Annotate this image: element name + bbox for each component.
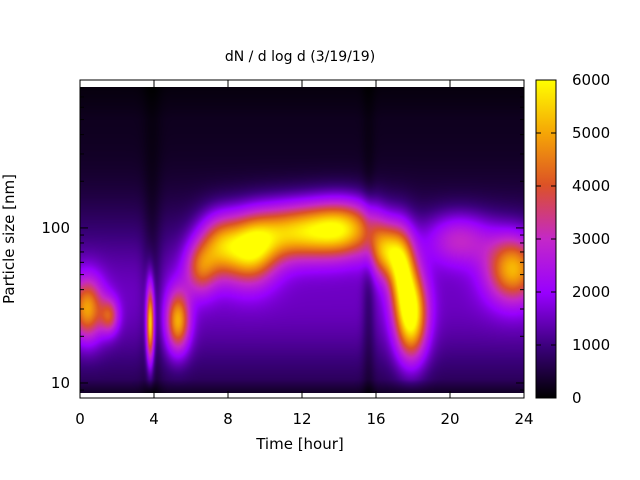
x-tick-label: 4 — [149, 410, 159, 428]
y-tick-label: 100 — [41, 219, 70, 237]
y-axis-ticks: 10 100 — [41, 79, 524, 399]
colorbar-ticks: 0 1000 2000 3000 4000 5000 6000 — [536, 71, 610, 407]
x-axis-label: Time [hour] — [255, 435, 344, 453]
colorbar-tick-label: 2000 — [572, 283, 610, 301]
colorbar-tick-label: 3000 — [572, 230, 610, 248]
colorbar-tick-label: 5000 — [572, 124, 610, 142]
chart-title: dN / d log d (3/19/19) — [225, 49, 375, 65]
x-tick-label: 20 — [440, 410, 459, 428]
colorbar-tick-label: 6000 — [572, 71, 610, 89]
x-tick-label: 12 — [292, 410, 311, 428]
colorbar-tick-label: 0 — [572, 389, 582, 407]
heatmap-canvas — [80, 87, 524, 393]
colorbar-tick-label: 1000 — [572, 336, 610, 354]
x-tick-label: 16 — [366, 410, 385, 428]
colorbar-tick-label: 4000 — [572, 177, 610, 195]
x-tick-label: 8 — [223, 410, 233, 428]
y-axis-label: Particle size [nm] — [0, 174, 18, 304]
x-tick-label: 24 — [514, 410, 533, 428]
x-tick-label: 0 — [75, 410, 85, 428]
x-axis-ticks: 0 4 8 12 16 20 24 — [75, 80, 534, 428]
heatmap-area — [80, 87, 524, 393]
y-tick-label: 10 — [51, 374, 70, 392]
